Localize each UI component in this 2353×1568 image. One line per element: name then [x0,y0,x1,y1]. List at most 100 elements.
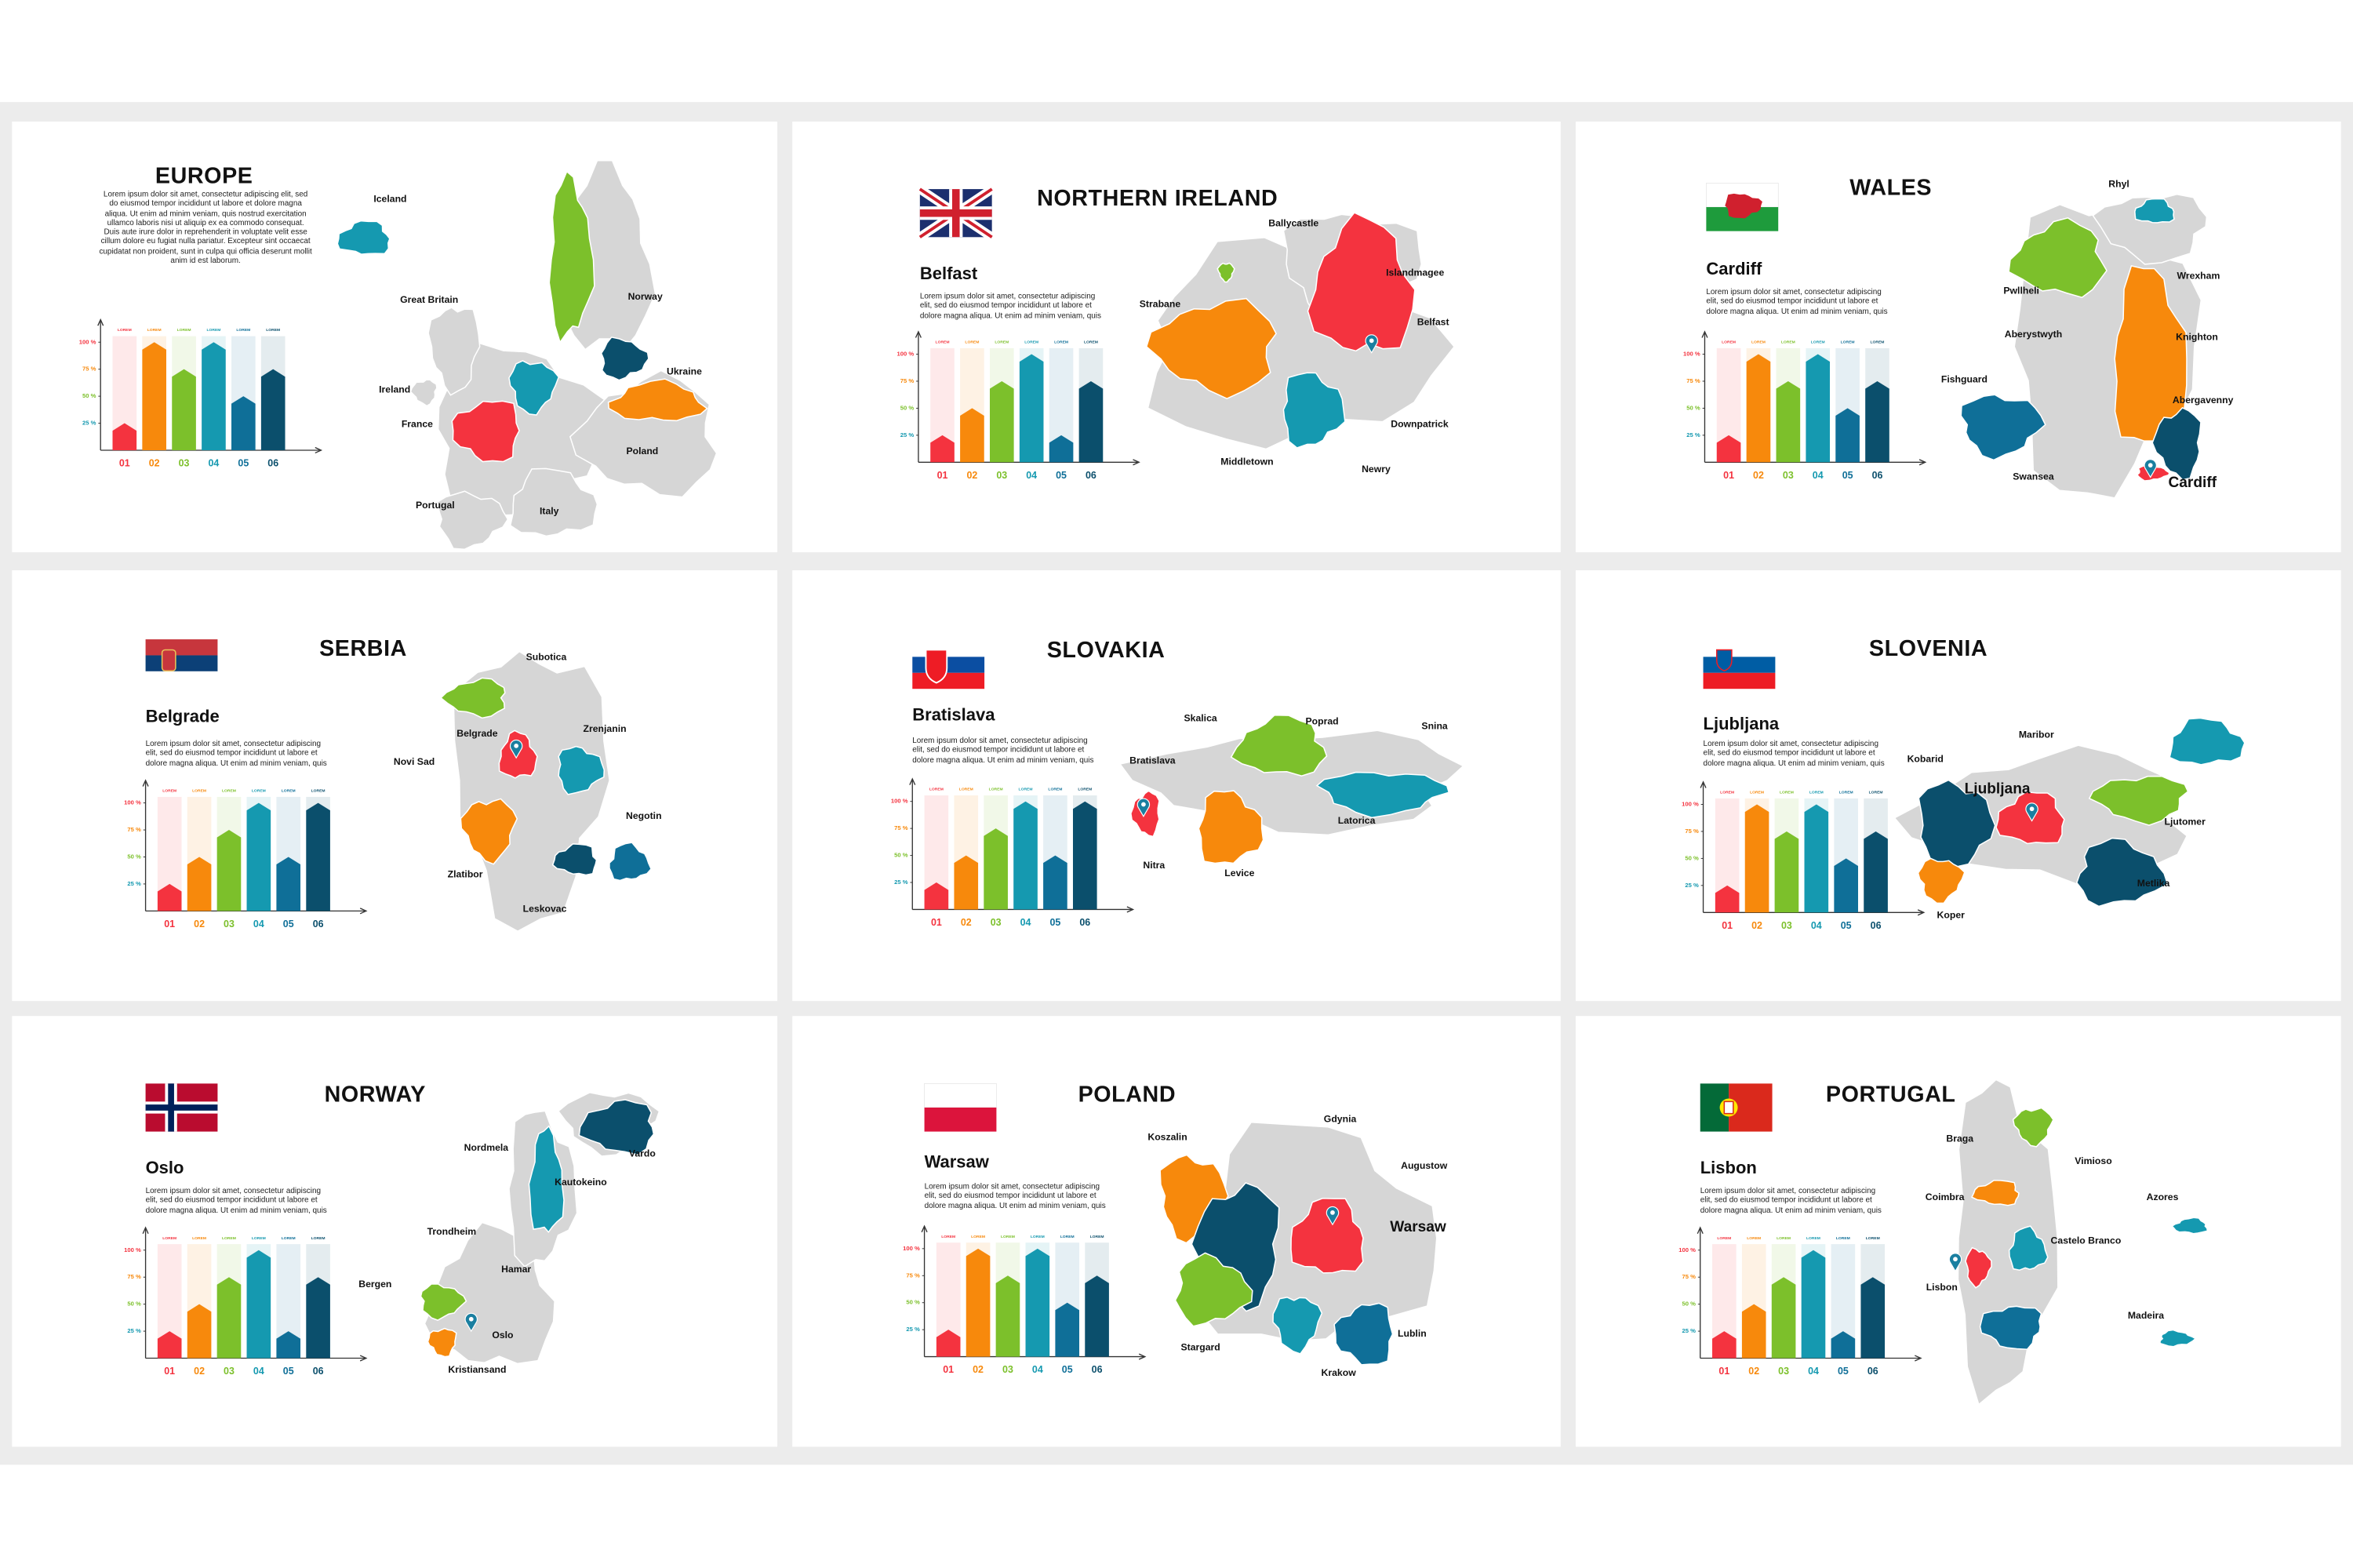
y-tick-label: 50 % [1682,1301,1697,1308]
x-tick-label: 04 [253,1366,264,1377]
map-label: Swansea [2013,471,2054,482]
bar-caption: LOREM [1001,1235,1015,1239]
bar [1049,435,1074,463]
y-axis-arrow [909,777,916,785]
y-tick-label: 75 % [900,377,915,384]
x-tick-label: 06 [1086,470,1096,481]
bar-caption: LOREM [1078,788,1092,792]
map-pin [509,739,523,759]
x-tick-label: 05 [1062,1364,1073,1375]
x-tick-label: 01 [943,1364,954,1375]
map-label: Ljubljana [1965,780,2031,797]
flag-shield [1716,649,1733,672]
bar [112,423,137,450]
slide: Ballycastle Islandmagee Strabane Belfast Dow… [792,121,1561,553]
y-tick-label: 25 % [127,1327,141,1334]
bar [1025,1248,1050,1357]
map-pin [1948,1253,1962,1272]
flag-arms [161,649,176,672]
map-label: Ireland [379,384,410,395]
x-tick-label: 06 [1867,1366,1878,1377]
map-highlight [1971,1180,2020,1206]
body-text: Lorem ipsum dolor sit amet, consectetur … [1703,740,1885,768]
y-tick-label: 25 % [127,880,141,887]
map-label: Vardo [629,1148,656,1159]
map-label: Koper [1937,909,1966,920]
x-tick-label: 05 [283,919,294,930]
bar-caption: LOREM [1780,791,1794,795]
body-text-box: Lorem ipsum dolor sit amet, consectetur … [1706,288,1887,316]
body-text: Lorem ipsum dolor sit amet, consectetur … [145,740,327,768]
x-tick-label: 01 [119,457,130,468]
map-label: Ballycastle [1268,217,1318,228]
map-region [427,307,481,396]
bar [995,1275,1020,1357]
x-tick-label: 05 [1056,470,1067,481]
map-pin-dot [514,744,519,748]
map-highlight [1307,212,1416,352]
flag-dragon [1725,193,1762,219]
x-tick-label: 05 [1049,917,1060,928]
flag-stripe [1703,657,1776,673]
bar [1085,1275,1109,1357]
map-region [509,467,598,537]
x-tick-label: 05 [283,1366,294,1377]
bar-caption: LOREM [1024,340,1038,345]
flag [145,1083,218,1132]
y-tick-label: 50 % [82,392,96,399]
slide-title: SLOVENIA [1869,636,1988,661]
bar-caption: LOREM [162,789,176,794]
body-text-box: Lorem ipsum dolor sit amet, consectetur … [1703,740,1885,768]
bar [172,369,196,450]
bar [1835,408,1860,463]
y-tick-label: 75 % [1686,377,1700,384]
map-pin-dot [1369,338,1374,344]
map-label: Poland [626,446,658,457]
map-label: Novi Sad [394,756,435,767]
bar [984,828,1008,910]
map-label: Negotin [626,810,662,821]
bar-caption: LOREM [1839,791,1853,795]
x-tick-label: 06 [1079,917,1090,928]
x-tick-label: 06 [313,919,324,930]
x-axis-arrow [1138,1353,1147,1360]
bar-caption: LOREM [989,788,1003,792]
flag-stripe [145,639,218,656]
flag [912,640,985,689]
bar [187,857,212,911]
bar [1055,1302,1080,1357]
bar [276,857,301,911]
slide-title: SLOVAKIA [1047,638,1166,663]
x-tick-label: 02 [1751,920,1762,931]
x-tick-label: 02 [194,919,205,930]
slide: Iceland Great Britain Norway Ukraine Ireland… [12,121,778,553]
y-tick-label: 100 % [897,351,915,358]
bar-caption: LOREM [1751,340,1766,345]
x-tick-label: 03 [1783,470,1794,481]
map-pin [1365,334,1378,354]
map-pin-dot [1141,802,1146,807]
map-region [436,490,509,551]
bar-caption: LOREM [1090,1235,1104,1239]
map-highlight [607,378,708,422]
bar-caption: LOREM [1869,791,1883,795]
y-axis-arrow [142,1226,149,1234]
map-label: Stargard [1180,1341,1220,1352]
body-text: Lorem ipsum dolor sit amet, consectetur … [145,1187,327,1215]
bar [157,883,182,911]
map-highlight [2171,1217,2209,1235]
map-label: Nitra [1143,860,1165,871]
x-axis-arrow [1915,1355,1922,1362]
y-tick-label: 100 % [1682,801,1699,808]
map-highlight [2012,1107,2054,1148]
flag-stripe [1703,672,1776,689]
y-tick-label: 75 % [1682,1273,1697,1280]
flag-cross-red [919,189,992,238]
flag-stripe [145,655,218,671]
map-label: Latorica [1338,815,1376,826]
map-label: Portugal [416,500,455,511]
bar-caption: LOREM [1060,1235,1075,1239]
bar [231,396,256,450]
map-highlight [1918,779,1996,874]
city-name: Cardiff [1706,259,1762,278]
